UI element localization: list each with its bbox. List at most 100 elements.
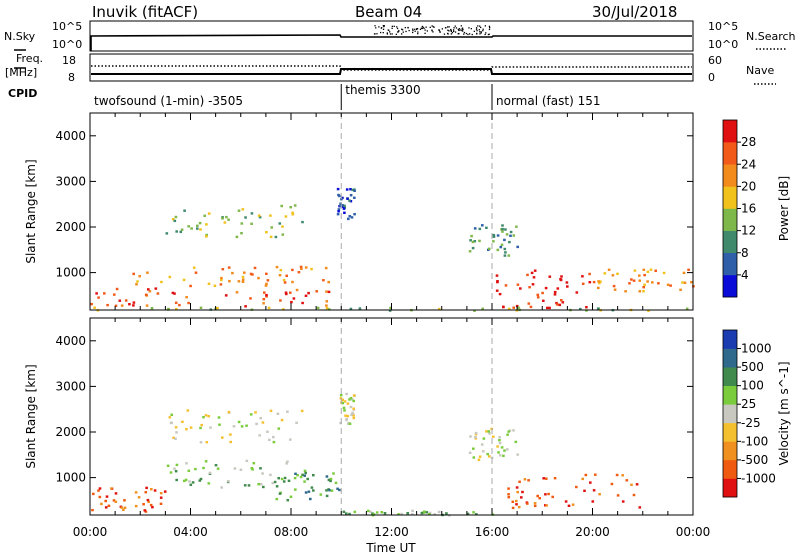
- data-cell: [175, 478, 178, 482]
- data-cell: [527, 479, 530, 482]
- data-cell: [332, 472, 335, 475]
- data-cell: [352, 394, 356, 397]
- data-cell: [208, 471, 212, 475]
- data-cell: [388, 309, 392, 312]
- data-cell: [295, 421, 298, 424]
- nsearch-dot: [479, 25, 481, 27]
- data-cell: [316, 306, 320, 310]
- data-cell: [182, 278, 186, 282]
- data-cell: [348, 398, 351, 401]
- data-cell: [291, 213, 295, 216]
- data-cell: [284, 215, 288, 218]
- y-tick-label: 1000: [55, 471, 86, 485]
- x-axis-title: Time UT: [365, 541, 416, 554]
- data-cell: [389, 306, 392, 309]
- nsearch-dot: [488, 28, 491, 31]
- data-cell: [683, 281, 687, 284]
- nsearch-dot: [476, 30, 478, 32]
- data-cell: [328, 489, 331, 492]
- data-cell: [516, 283, 520, 286]
- data-cell: [204, 414, 208, 417]
- nsky-tick-bottom: 10^0: [52, 38, 82, 51]
- data-cell: [245, 424, 248, 427]
- data-cell: [536, 296, 540, 299]
- data-cell: [666, 283, 670, 286]
- x-tick-label: 04:00: [173, 525, 208, 539]
- y-tick-label: 3000: [55, 379, 86, 393]
- cpid-segments: twofsound (1-min) -3505 themis 3300 normal…: [94, 83, 600, 110]
- data-cell: [591, 500, 595, 503]
- data-cell: [286, 499, 290, 502]
- data-cell: [276, 412, 280, 415]
- data-cell: [277, 427, 281, 430]
- data-cell: [500, 243, 504, 246]
- data-cell: [400, 512, 403, 516]
- data-cell: [610, 482, 614, 486]
- colorbar-segment: [723, 120, 737, 143]
- data-cell: [303, 474, 306, 477]
- data-cell: [496, 445, 499, 448]
- data-cell: [296, 474, 299, 477]
- nsearch-dot: [448, 26, 450, 28]
- colorbar-frame: [722, 329, 738, 498]
- data-cell: [189, 483, 193, 486]
- data-cell: [343, 409, 346, 412]
- data-cell: [559, 278, 562, 281]
- data-cell: [632, 279, 636, 282]
- data-cell: [137, 496, 141, 499]
- y-tick-label: 2000: [55, 425, 86, 439]
- data-cell: [227, 410, 231, 414]
- data-cell: [487, 430, 491, 433]
- data-cell: [352, 399, 355, 403]
- data-cell: [528, 286, 531, 289]
- data-cell: [353, 189, 356, 192]
- data-cell: [515, 225, 518, 228]
- x-tick-label: 00:00: [73, 525, 108, 539]
- data-cell: [523, 478, 527, 481]
- colorbar-tick-label: 8: [741, 246, 749, 260]
- data-cell: [190, 227, 193, 230]
- nsearch-dot: [480, 31, 482, 33]
- data-cell: [512, 306, 515, 309]
- data-cell: [322, 279, 325, 282]
- data-cell: [643, 283, 646, 286]
- data-cell: [205, 441, 209, 444]
- data-cell: [597, 286, 600, 290]
- data-cell: [624, 290, 627, 293]
- data-cell: [503, 254, 507, 257]
- data-cell: [579, 307, 582, 311]
- data-cell: [258, 216, 262, 219]
- nsearch-dot: [467, 33, 469, 36]
- nsearch-dot: [378, 26, 380, 28]
- data-cell: [307, 490, 311, 493]
- colorbar-tick-label: -100: [741, 434, 768, 448]
- nsearch-dot: [383, 26, 385, 28]
- data-cell: [642, 268, 646, 271]
- data-cell: [249, 272, 253, 276]
- data-cell: [168, 416, 172, 419]
- data-cell: [353, 188, 356, 191]
- y-tick-label: 4000: [55, 334, 86, 348]
- data-cell: [304, 266, 308, 269]
- data-cell: [428, 513, 431, 516]
- data-cell: [159, 492, 163, 495]
- data-cell: [474, 437, 478, 440]
- data-cell: [275, 485, 279, 488]
- data-cell: [342, 207, 346, 210]
- colorbar-segment: [723, 142, 737, 165]
- data-cell: [551, 495, 554, 499]
- data-cell: [488, 455, 491, 458]
- data-cell: [279, 299, 282, 302]
- cpid-segment-label: twofsound (1-min) -3505: [94, 94, 243, 108]
- data-cell: [223, 221, 227, 224]
- data-cell: [146, 498, 150, 502]
- data-cell: [561, 301, 565, 304]
- data-cell: [612, 284, 616, 288]
- data-cell: [503, 247, 507, 251]
- data-cell: [280, 418, 284, 422]
- data-cell: [250, 222, 253, 225]
- colorbar-segment: [723, 164, 737, 187]
- data-cell: [588, 272, 591, 276]
- data-cell: [180, 228, 184, 231]
- nsearch-dot: [396, 26, 398, 28]
